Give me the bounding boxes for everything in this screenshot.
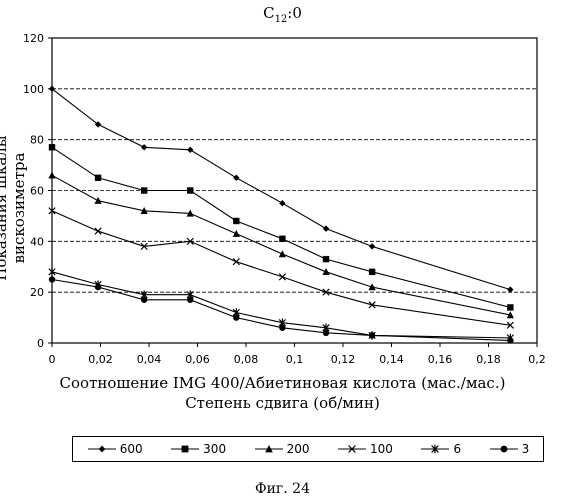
x-tick-label: 0,06	[185, 353, 210, 366]
data-point	[279, 325, 285, 331]
y-tick-label: 80	[30, 134, 44, 147]
legend-marker	[98, 446, 105, 453]
legend-item: 100	[337, 442, 393, 456]
figure-caption: Фиг. 24	[0, 481, 565, 497]
x-tick-label: 0,04	[137, 353, 162, 366]
data-point	[49, 144, 55, 150]
chart-plot: 02040608010012000,020,040,060,080,10,120…	[0, 0, 565, 370]
legend-label: 200	[287, 442, 310, 456]
data-point	[233, 230, 240, 237]
data-point	[279, 274, 285, 280]
x-axis-label: Соотношение IMG 400/Абиетиновая кислота …	[0, 374, 565, 392]
legend-item: 600	[87, 442, 143, 456]
data-point	[49, 268, 55, 276]
data-point	[507, 304, 513, 310]
legend-marker	[182, 446, 189, 453]
legend-item: 200	[254, 442, 310, 456]
series-600	[49, 86, 514, 293]
data-point	[187, 297, 193, 303]
data-point	[279, 250, 286, 257]
data-point	[48, 171, 55, 178]
x-tick-label: 0,02	[88, 353, 113, 366]
legend-label: 6	[453, 442, 461, 456]
x-tick-label: 0,2	[528, 353, 546, 366]
data-point	[94, 197, 101, 204]
legend-label: 300	[203, 442, 226, 456]
data-point	[49, 276, 55, 282]
legend-swatch	[87, 443, 117, 455]
x-axis-label-secondary: Степень сдвига (об/мин)	[0, 394, 565, 412]
data-point	[95, 228, 101, 234]
series-3	[49, 276, 514, 343]
data-point	[322, 268, 329, 275]
chart-legend: 600 300 200 100 6 3	[72, 436, 544, 462]
data-point	[187, 147, 193, 153]
legend-swatch	[254, 443, 284, 455]
y-tick-label: 20	[30, 286, 44, 299]
series-300	[49, 144, 514, 311]
legend-item: 6	[420, 442, 461, 456]
series-100	[49, 208, 514, 329]
legend-swatch	[489, 443, 519, 455]
data-point	[323, 330, 329, 336]
series-line	[52, 147, 510, 307]
x-tick-label: 0,18	[476, 353, 501, 366]
y-tick-label: 40	[30, 235, 44, 248]
data-point	[279, 200, 285, 206]
data-point	[233, 314, 239, 320]
data-point	[507, 337, 513, 343]
legend-marker	[500, 446, 507, 453]
x-tick-label: 0,12	[331, 353, 356, 366]
data-point	[323, 225, 329, 231]
y-tick-label: 120	[23, 32, 44, 45]
data-point	[369, 332, 375, 338]
y-tick-label: 0	[37, 337, 44, 350]
series-line	[52, 89, 510, 290]
data-point	[95, 175, 101, 181]
x-tick-label: 0,1	[286, 353, 304, 366]
data-point	[369, 243, 375, 249]
series-line	[52, 175, 510, 315]
legend-item: 3	[489, 442, 530, 456]
legend-swatch	[337, 443, 367, 455]
legend-label: 600	[120, 442, 143, 456]
data-point	[95, 284, 101, 290]
data-point	[141, 144, 147, 150]
legend-label: 100	[370, 442, 393, 456]
data-point	[141, 297, 147, 303]
x-tick-label: 0,16	[428, 353, 453, 366]
data-point	[233, 258, 239, 264]
data-point	[233, 218, 239, 224]
y-axis-label: Показания шкалы вискозиметра	[0, 88, 28, 328]
data-point	[187, 187, 193, 193]
y-tick-label: 60	[30, 185, 44, 198]
x-tick-label: 0,14	[379, 353, 404, 366]
data-point	[369, 269, 375, 275]
legend-label: 3	[522, 442, 530, 456]
legend-swatch	[420, 443, 450, 455]
data-point	[233, 175, 239, 181]
data-point	[279, 236, 285, 242]
series-line	[52, 280, 510, 341]
legend-swatch	[170, 443, 200, 455]
x-tick-label: 0,08	[234, 353, 259, 366]
legend-item: 300	[170, 442, 226, 456]
data-point	[141, 187, 147, 193]
series-200	[48, 171, 514, 318]
x-tick-label: 0	[49, 353, 56, 366]
data-point	[323, 256, 329, 262]
